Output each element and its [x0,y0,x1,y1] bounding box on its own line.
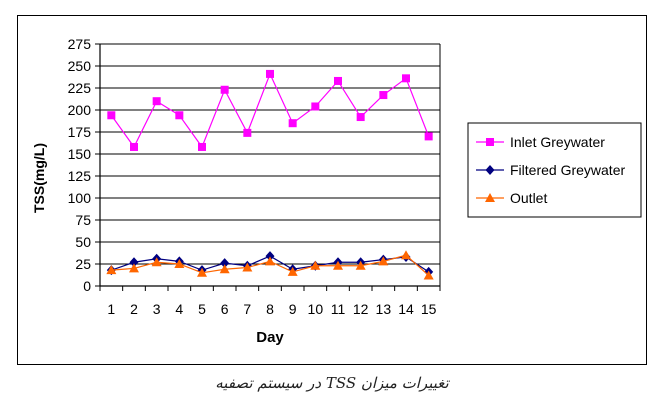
legend-label-inlet-greywater: Inlet Greywater [510,134,605,150]
data-point-inlet-greywater [130,142,138,151]
figure-caption: تغییرات میزان TSS در سیستم تصفیه [215,374,449,392]
data-point-inlet-greywater [334,76,342,85]
y-tick-label: 100 [68,190,92,206]
data-point-inlet-greywater [175,111,184,120]
y-tick-label: 225 [68,80,92,96]
data-point-outlet [355,260,366,270]
x-tick-label: 11 [331,301,346,317]
data-point-filtered-greywater [220,258,230,269]
data-point-inlet-greywater [220,85,229,94]
data-point-filtered-greywater [129,257,139,268]
data-point-outlet [423,270,434,280]
legend: Inlet Greywater Filtered Greywater Outlet [467,122,642,218]
series-inlet-greywater [107,69,433,151]
data-point-inlet-greywater [266,69,274,78]
gridlines [100,43,440,265]
data-point-outlet [401,250,411,260]
x-tick-label: 12 [353,301,369,317]
legend-marker-inlet-greywater [486,138,494,146]
data-point-outlet [174,259,185,268]
x-tick-label: 14 [398,301,414,317]
y-axis-label: TSS(mg/L) [31,143,47,213]
x-tick-label: 5 [198,301,206,317]
x-tick-label: 1 [107,301,115,317]
data-point-outlet [333,260,343,270]
legend-marker-outlet [485,193,495,202]
x-tick-label: 10 [308,301,324,317]
data-point-inlet-greywater [152,97,161,106]
data-point-outlet [287,266,298,276]
data-point-inlet-greywater [402,74,410,83]
x-tick-label: 13 [376,301,392,317]
data-point-outlet [378,256,389,266]
data-point-outlet [310,260,321,270]
data-point-outlet [106,265,117,275]
chart-frame: 0 25 50 75 100 125 150 175 200 225 250 275 1 2 3 4 5 6 7 8 9… [17,15,647,365]
data-point-outlet [265,256,275,266]
y-tick-label: 200 [68,102,92,118]
x-tick-label: 2 [130,301,138,317]
data-point-outlet [219,264,230,274]
y-tick-label: 275 [68,36,92,52]
series [106,69,434,280]
data-point-inlet-greywater [198,142,206,151]
y-tick-label: 250 [68,58,92,74]
x-tick-label: 7 [243,301,251,317]
x-tick-label: 15 [421,301,437,317]
data-point-inlet-greywater [424,132,433,141]
data-point-inlet-greywater [311,102,320,111]
legend-label-filtered-greywater: Filtered Greywater [510,162,625,178]
data-point-inlet-greywater [379,91,388,100]
data-point-outlet [129,263,139,273]
x-tick-label: 3 [153,301,161,317]
y-tick-label: 0 [83,278,91,294]
data-point-outlet [242,262,253,272]
x-tick-label: 6 [221,301,229,317]
data-point-filtered-greywater [265,251,275,262]
y-tick-label: 125 [68,168,92,184]
data-point-outlet [151,257,162,267]
data-point-outlet [197,267,207,277]
data-point-inlet-greywater [288,119,297,128]
x-tick-label: 9 [289,301,297,317]
legend-marker-filtered-greywater [485,165,495,175]
data-point-inlet-greywater [107,111,116,120]
y-tick-label: 175 [68,124,92,140]
y-tick-label: 25 [75,256,91,272]
data-point-inlet-greywater [243,128,252,137]
series-outlet [106,250,434,280]
y-tick-label: 75 [75,212,91,228]
x-axis-label: Day [256,329,284,346]
y-tick-label: 150 [68,146,92,162]
y-tick-label: 50 [75,234,91,250]
x-tick-label: 8 [266,301,274,317]
legend-label-outlet: Outlet [510,190,547,206]
data-point-inlet-greywater [356,113,365,122]
x-tick-label: 4 [175,301,183,317]
